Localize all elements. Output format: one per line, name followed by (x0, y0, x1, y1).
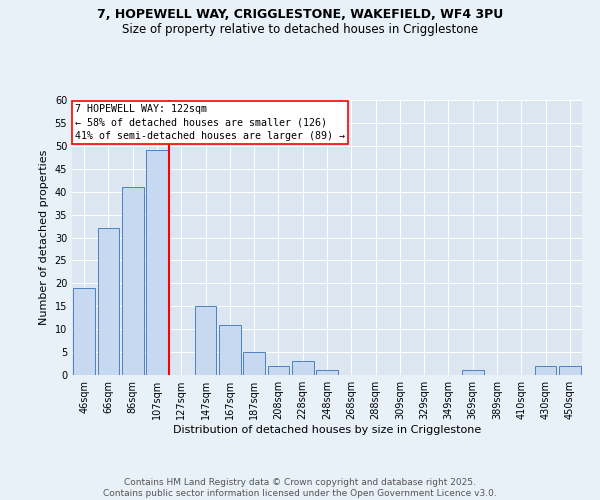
Bar (559, 366, 581, 375)
Bar (194, 306, 217, 375)
Bar (535, 366, 556, 375)
Bar (243, 352, 265, 375)
Text: 7, HOPEWELL WAY, CRIGGLESTONE, WAKEFIELD, WF4 3PU: 7, HOPEWELL WAY, CRIGGLESTONE, WAKEFIELD… (97, 8, 503, 20)
Bar (73, 288, 95, 375)
Bar (316, 370, 338, 375)
Bar (122, 187, 143, 375)
Bar (219, 324, 241, 375)
Bar (292, 361, 314, 375)
Y-axis label: Number of detached properties: Number of detached properties (39, 150, 49, 325)
Bar (462, 370, 484, 375)
Bar (146, 150, 168, 375)
Text: Contains HM Land Registry data © Crown copyright and database right 2025.
Contai: Contains HM Land Registry data © Crown c… (103, 478, 497, 498)
Text: Size of property relative to detached houses in Crigglestone: Size of property relative to detached ho… (122, 22, 478, 36)
Bar (97, 228, 119, 375)
Bar (268, 366, 289, 375)
X-axis label: Distribution of detached houses by size in Crigglestone: Distribution of detached houses by size … (173, 425, 481, 435)
Text: 7 HOPEWELL WAY: 122sqm
← 58% of detached houses are smaller (126)
41% of semi-de: 7 HOPEWELL WAY: 122sqm ← 58% of detached… (74, 104, 344, 141)
